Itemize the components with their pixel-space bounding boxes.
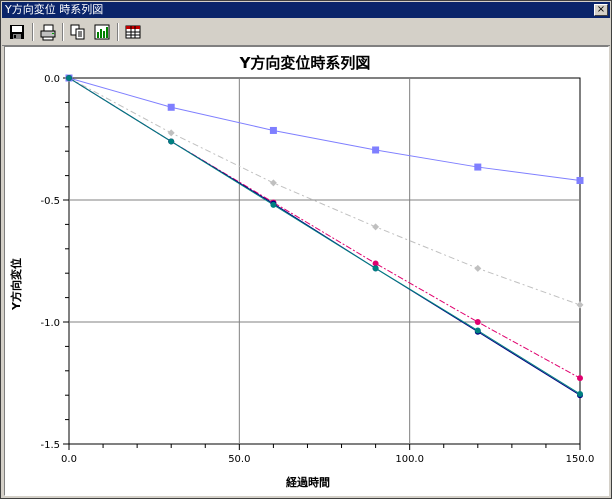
- line-chart: Y方向変位時系列図 Y方向変位 経過時間 0.0 50.0 100.0 150.0 0.…: [9, 54, 595, 489]
- y-tick-label: -0.5: [40, 196, 60, 207]
- window-title: Y方向変位 時系列図: [5, 3, 104, 16]
- y-tick-label: 0.0: [44, 74, 60, 85]
- data-point: [269, 179, 277, 187]
- data-point: [474, 319, 481, 325]
- data-point: [372, 146, 380, 154]
- chart-title: Y方向変位時系列図: [239, 54, 371, 72]
- data-point: [372, 265, 379, 272]
- x-tick-label: 100.0: [395, 454, 424, 465]
- x-tick-label: 50.0: [228, 454, 250, 465]
- plot-frame: [68, 77, 581, 445]
- print-button[interactable]: [38, 22, 58, 42]
- chart-export-button[interactable]: [92, 22, 112, 42]
- data-point: [576, 301, 584, 309]
- series-line: [68, 77, 581, 379]
- y-axis-label: Y方向変位: [9, 258, 23, 311]
- toolbar-separator: [62, 23, 64, 41]
- series-line: [68, 77, 581, 306]
- x-tick-label: 150.0: [566, 454, 595, 465]
- data-point: [474, 163, 482, 171]
- print-icon: [40, 24, 56, 41]
- toolbar-separator: [32, 23, 34, 41]
- data-point: [577, 375, 583, 382]
- copy-icon: [70, 24, 85, 40]
- data-point: [372, 260, 379, 267]
- copy-button[interactable]: [68, 22, 88, 42]
- y-tick-label: -1.5: [40, 440, 60, 451]
- data-point: [168, 138, 175, 145]
- title-bar[interactable]: Y方向変位 時系列図 ×: [2, 2, 610, 18]
- series-line: [68, 77, 581, 181]
- toolbar: [2, 19, 610, 46]
- data-point: [167, 129, 175, 137]
- y-tick-label: -1.0: [40, 318, 60, 329]
- data-table-button[interactable]: [123, 22, 143, 42]
- chart-export-icon: [94, 24, 110, 40]
- data-point: [474, 264, 482, 272]
- data-point: [577, 390, 583, 397]
- data-point: [269, 126, 277, 134]
- data-point: [372, 223, 380, 231]
- x-axis-label: 経過時間: [286, 475, 330, 489]
- save-icon: [10, 25, 24, 39]
- data-point: [66, 75, 72, 81]
- save-button[interactable]: [7, 22, 27, 42]
- x-tick-label: 0.0: [61, 454, 77, 465]
- chart-area: Y方向変位時系列図 Y方向変位 経過時間 0.0 50.0 100.0 150.0 0.…: [4, 46, 609, 496]
- data-point: [167, 103, 175, 111]
- data-point: [474, 327, 481, 334]
- data-point: [576, 176, 584, 184]
- data-point: [270, 201, 277, 208]
- close-button[interactable]: ×: [594, 4, 608, 16]
- toolbar-separator: [117, 23, 119, 41]
- data-table-icon: [125, 25, 141, 39]
- series-line: [68, 77, 581, 395]
